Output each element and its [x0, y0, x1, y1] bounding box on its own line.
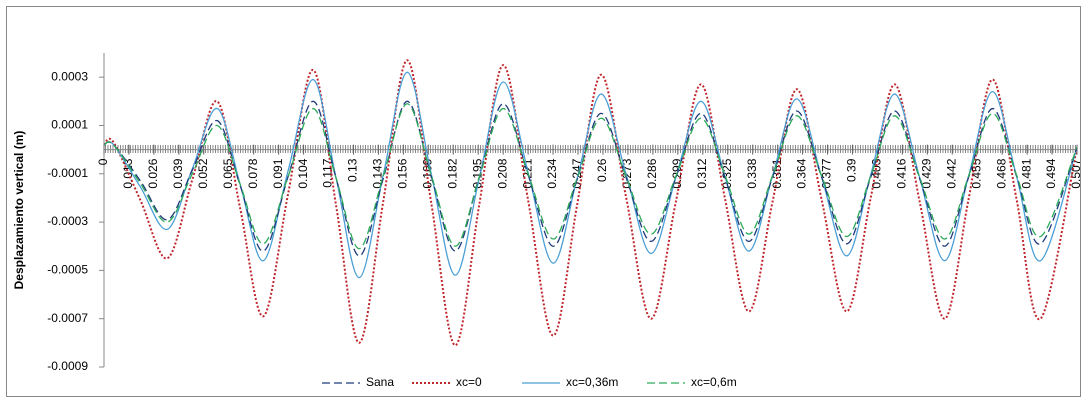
x-tick-label: 0.052	[196, 158, 210, 188]
legend-label: xc=0	[456, 375, 482, 389]
x-tick-label: 0.494	[1044, 158, 1058, 188]
x-tick-label: 0.481	[1019, 158, 1033, 188]
x-tick-label: 0.507	[1069, 158, 1083, 188]
x-tick-label: 0.234	[545, 158, 559, 188]
y-tick-label: -0.0001	[47, 166, 88, 180]
x-tick-label: 0	[96, 158, 110, 165]
x-tick-label: 0.468	[994, 158, 1008, 188]
x-tick-label: 0.338	[745, 158, 759, 188]
legend-label: Sana	[366, 375, 394, 389]
legend-label: xc=0,6m	[691, 375, 737, 389]
x-tick-label: 0.13	[346, 158, 360, 182]
x-tick-label: 0.169	[421, 158, 435, 188]
x-tick-label: 0.039	[171, 158, 185, 188]
x-tick-label: 0.26	[595, 158, 609, 182]
x-tick-label: 0.325	[720, 158, 734, 188]
legend-label: xc=0,36m	[566, 375, 618, 389]
y-tick-label: 0.0001	[51, 118, 88, 132]
x-tick-label: 0.312	[695, 158, 709, 188]
x-tick-label: 0.156	[396, 158, 410, 188]
axis-hatch	[104, 145, 1077, 153]
x-tick-label: 0.026	[146, 158, 160, 188]
x-tick-label: 0.195	[470, 158, 484, 188]
y-tick-label: -0.0003	[47, 214, 88, 228]
x-tick-label: 0.429	[919, 158, 933, 188]
y-axis-title: Desplazamiento vertical (m)	[12, 131, 26, 290]
x-tick-label: 0.377	[820, 158, 834, 188]
x-tick-label: 0.39	[845, 158, 859, 182]
x-tick-label: 0.143	[371, 158, 385, 188]
x-tick-label: 0.065	[221, 158, 235, 188]
chart-border	[6, 6, 1081, 397]
x-tick-label: 0.182	[445, 158, 459, 188]
x-tick-label: 0.208	[495, 158, 509, 188]
x-tick-label: 0.455	[969, 158, 983, 188]
x-tick-label: 0.416	[895, 158, 909, 188]
x-tick-label: 0.104	[296, 158, 310, 188]
x-tick-label: 0.117	[321, 158, 335, 187]
x-tick-label: 0.091	[271, 158, 285, 188]
x-tick-label: 0.286	[645, 158, 659, 188]
y-tick-label: 0.0003	[51, 69, 88, 83]
x-tick-label: 0.273	[620, 158, 634, 188]
series-line	[103, 103, 1078, 250]
x-tick-label: 0.078	[246, 158, 260, 188]
x-tick-label: 0.364	[795, 158, 809, 188]
y-tick-label: -0.0007	[47, 311, 88, 325]
y-tick-label: -0.0009	[47, 359, 88, 373]
x-tick-label: 0.442	[944, 158, 958, 188]
y-tick-label: -0.0005	[47, 263, 88, 277]
